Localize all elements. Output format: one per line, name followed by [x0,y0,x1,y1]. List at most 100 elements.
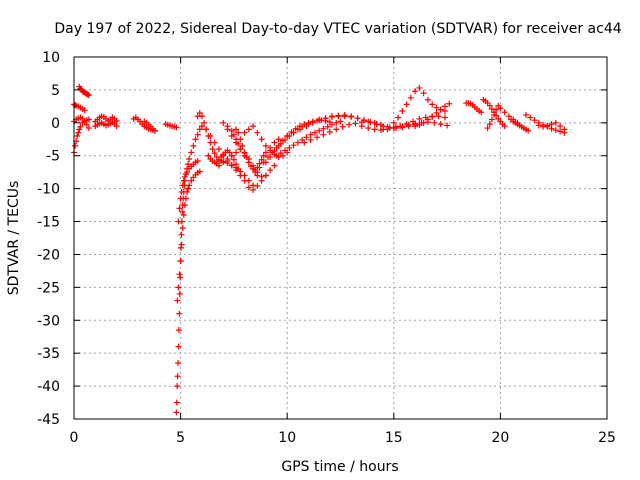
data-point [209,146,216,153]
data-point [277,150,284,157]
data-point [179,208,186,215]
data-point [316,116,323,123]
data-point [205,152,212,159]
data-point [81,107,88,114]
data-point [237,146,244,153]
data-point [544,122,551,129]
data-point [486,102,493,109]
data-point [186,156,193,163]
data-point [177,274,184,281]
series-arc-plunge [173,123,205,416]
data-point [188,177,195,184]
data-point [275,142,282,149]
data-point [271,162,278,169]
data-point [346,121,353,128]
data-point [301,139,308,146]
data-point [303,123,310,130]
y-axis-title: SDTVAR / TECUs [6,181,22,296]
data-point [113,123,120,130]
y-tick-label: 0 [51,116,60,132]
data-point [258,136,265,143]
y-tick-label: -45 [37,412,60,428]
data-point [267,154,274,161]
data-point [260,152,267,159]
ticks-layer [73,56,608,420]
plot-frame [73,56,608,420]
data-point [196,168,203,175]
data-point [75,129,82,136]
series-arc-mid-8 [241,123,291,161]
data-point [176,205,183,212]
data-point [254,129,261,136]
data-point [207,132,214,139]
data-point [176,271,183,278]
data-point [226,149,233,156]
data-point [224,156,231,163]
x-tick-label: 5 [176,430,185,446]
data-point [290,142,297,149]
data-point [444,122,451,129]
x-tick-label: 20 [491,430,509,446]
data-point [493,106,500,113]
data-point [241,177,248,184]
data-point [309,119,316,126]
data-point [77,123,84,130]
data-point [403,101,410,108]
data-point [501,109,508,116]
y-tick-label: -10 [37,182,60,198]
data-point [433,104,440,111]
data-point [557,128,564,135]
data-point [273,152,280,159]
y-tick-label: -40 [37,379,60,395]
data-point [228,127,235,134]
data-point [245,159,252,166]
data-point [74,132,81,139]
data-point [540,123,547,130]
tick-labels: 0 5 10 15 20 25 10 5 0 -5 -10 -15 -20 -25 -30 -35 -40 -45 [37,50,616,446]
data-point [190,142,197,149]
series-arc-mid-3 [205,147,242,172]
data-point [271,139,278,146]
data-point [185,185,192,192]
data-point [230,156,237,163]
data-point [233,161,240,168]
data-point [177,195,184,202]
data-point [316,127,323,134]
data-point [320,125,327,132]
data-point [237,172,244,179]
data-point [198,123,205,130]
data-point [420,90,427,97]
data-point [284,132,291,139]
data-point [311,129,318,136]
data-point [250,165,257,172]
data-point [531,117,538,124]
data-point [557,123,564,130]
data-point [254,172,261,179]
data-point [341,113,348,120]
data-point [373,121,380,128]
data-point [326,129,333,136]
data-point [181,173,188,180]
data-point [505,113,512,120]
data-point [429,113,436,120]
data-point [392,123,399,130]
data-point [198,113,205,120]
data-point [548,121,555,128]
data-point [239,142,246,149]
series-arc-late-4 [380,119,451,133]
data-point [181,202,188,209]
data-point [174,297,181,304]
series-arc-early-5 [92,113,120,125]
series-arc-late-5 [463,100,485,116]
data-point [431,119,438,126]
y-tick-label: 5 [51,83,60,99]
data-point [85,92,92,99]
data-point [180,211,187,218]
x-tick-label: 25 [598,430,616,446]
series-arc-late-8 [508,116,532,134]
data-point [324,123,331,130]
data-point [365,125,372,132]
series-arc-early-4 [71,114,92,132]
y-tick-label: -35 [37,346,60,362]
data-point [183,169,190,176]
